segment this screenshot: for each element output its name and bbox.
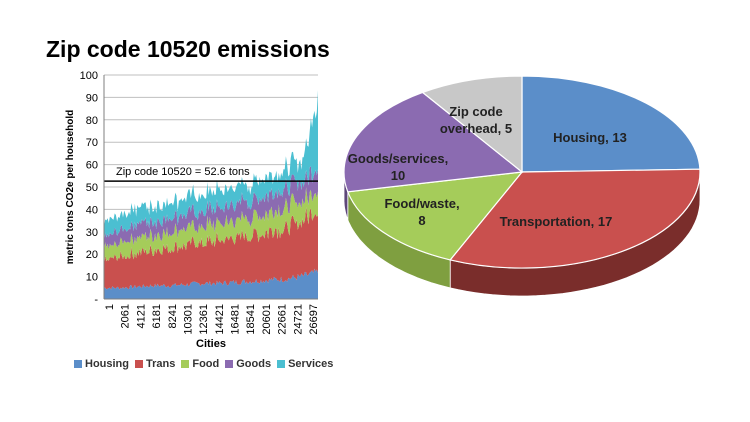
y-tick-label: 80 <box>86 115 98 127</box>
pie-label: Housing, 13 <box>553 130 627 145</box>
pie-label: Transportation, 17 <box>500 214 613 229</box>
y-tick-label: 20 <box>86 249 98 261</box>
legend-swatch <box>225 360 234 368</box>
legend-item: Food <box>181 358 219 370</box>
pie-label: Food/waste, <box>384 196 459 211</box>
y-tick-label: 60 <box>86 160 98 172</box>
y-tick-label: 100 <box>80 70 98 82</box>
legend-swatch <box>277 360 286 368</box>
legend-label: Goods <box>236 358 272 370</box>
pie-slice-food-waste <box>346 171 524 261</box>
pie-label: Zip code <box>449 104 502 119</box>
x-tick-label: 14421 <box>214 304 226 335</box>
y-tick-label: 40 <box>86 204 98 216</box>
area-series-trans <box>104 207 318 290</box>
x-tick-label: 4121 <box>135 304 147 328</box>
area-series-goods <box>104 166 318 252</box>
reference-line-label: Zip code 10520 = 52.6 tons <box>116 166 250 178</box>
area-series-housing <box>104 268 318 299</box>
x-tick-label: 1 <box>104 304 116 310</box>
pie-label: Goods/services, <box>348 151 448 166</box>
area-series-services <box>104 90 318 242</box>
y-tick-label: 50 <box>86 182 98 194</box>
pie-label: 10 <box>391 168 405 183</box>
pie-label: 8 <box>418 213 425 228</box>
x-tick-label: 22661 <box>277 304 289 335</box>
legend-item: Goods <box>225 358 271 370</box>
x-tick-label: 18541 <box>245 304 257 335</box>
pie-label: overhead, 5 <box>440 121 512 136</box>
x-tick-label: 26697 <box>308 304 320 335</box>
x-tick-label: 8241 <box>167 304 179 328</box>
pie-slice-goods-services <box>343 91 524 193</box>
x-tick-label: 16481 <box>230 304 242 335</box>
x-tick-label: 10301 <box>182 304 194 335</box>
legend-item: Services <box>277 358 333 370</box>
y-tick-label: 30 <box>86 227 98 239</box>
area-series-food <box>104 187 318 265</box>
x-tick-label: 12361 <box>198 304 210 335</box>
x-tick-label: 20601 <box>261 304 273 335</box>
legend-swatch <box>135 360 143 368</box>
x-tick-label: 24721 <box>292 304 304 335</box>
legend-item: Trans <box>135 358 175 370</box>
legend-label: Services <box>288 358 334 370</box>
chart-legend: Housing Trans Food Goods Services <box>74 358 333 370</box>
x-tick-label: 2061 <box>120 304 132 328</box>
y-tick-label: 10 <box>86 272 98 284</box>
y-axis-title: metric tons CO2e per household <box>65 110 76 264</box>
legend-label: Trans <box>146 358 176 370</box>
legend-label: Housing <box>85 358 129 370</box>
y-tick-label: - <box>94 294 98 306</box>
x-tick-label: 6181 <box>151 304 163 328</box>
pie-slice-housing <box>521 75 701 173</box>
legend-label: Food <box>192 358 220 370</box>
legend-swatch <box>74 360 82 368</box>
legend-swatch <box>181 360 190 368</box>
y-tick-label: 90 <box>86 92 98 104</box>
pie-slice-transportation <box>449 168 701 269</box>
y-tick-label: 70 <box>86 137 98 149</box>
legend-item: Housing <box>74 358 129 370</box>
chart-title: Zip code 10520 emissions <box>46 36 330 62</box>
x-axis-title: Cities <box>196 338 226 350</box>
pie-slice-zip-code-overhead <box>421 75 523 174</box>
